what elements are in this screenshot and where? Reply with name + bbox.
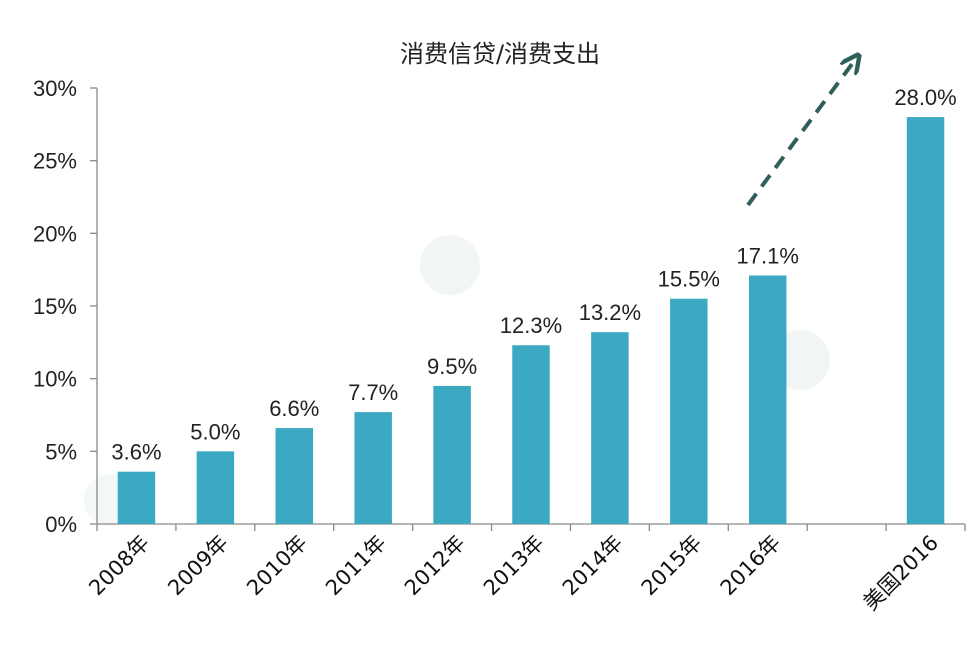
bar: [906, 117, 945, 525]
data-label: 6.6%: [269, 396, 319, 421]
x-tick-label: 2014年: [558, 531, 628, 601]
bars: [117, 117, 945, 525]
bar: [670, 298, 708, 524]
x-tick-label: 美国2016: [859, 531, 943, 615]
x-tick-label: 2015年: [637, 531, 707, 601]
y-axis: 0% 5% 10% 15% 20% 25% 30%: [33, 76, 98, 537]
x-axis: 2008年 2009年 2010年 2011年 2012年 2013年 2014年 2015年…: [84, 523, 966, 615]
bar: [275, 428, 314, 524]
data-label: 17.1%: [737, 243, 799, 268]
x-tick-label: 2013年: [479, 531, 549, 601]
data-label: 13.2%: [579, 300, 641, 325]
bar: [512, 345, 550, 524]
bar: [433, 385, 471, 524]
data-label: 12.3%: [500, 313, 562, 338]
data-label: 9.5%: [427, 354, 477, 379]
x-tick-label: 2011年: [321, 531, 391, 601]
y-tick-label: 15%: [33, 294, 77, 319]
data-label: 3.6%: [111, 440, 161, 465]
bar: [196, 451, 235, 524]
bar: [748, 275, 787, 524]
x-tick-label: 2009年: [163, 531, 233, 601]
x-tick-label: 2016年: [716, 531, 786, 601]
y-tick-label: 10%: [33, 367, 77, 392]
x-tick-label: 2010年: [242, 531, 312, 601]
data-label: 5.0%: [190, 419, 240, 444]
bar: [117, 471, 156, 524]
trend-arrow: [746, 60, 855, 207]
x-tick-label: 2008年: [84, 531, 154, 601]
data-label: 7.7%: [348, 380, 398, 405]
y-tick-label: 20%: [33, 221, 77, 246]
data-labels: 3.6% 5.0% 6.6% 7.7% 9.5% 12.3% 13.2% 15.5% 17.1%…: [111, 85, 956, 465]
bar: [354, 412, 392, 524]
data-label: 15.5%: [658, 267, 720, 292]
y-tick-label: 30%: [33, 76, 77, 101]
y-tick-label: 5%: [45, 439, 77, 464]
x-tick-label: 2012年: [400, 531, 470, 601]
y-tick-label: 25%: [33, 149, 77, 174]
chart-title: 消费信贷/消费支出: [400, 40, 600, 68]
data-label: 28.0%: [894, 85, 956, 110]
y-tick-label: 0%: [45, 512, 77, 537]
bar: [591, 332, 629, 524]
